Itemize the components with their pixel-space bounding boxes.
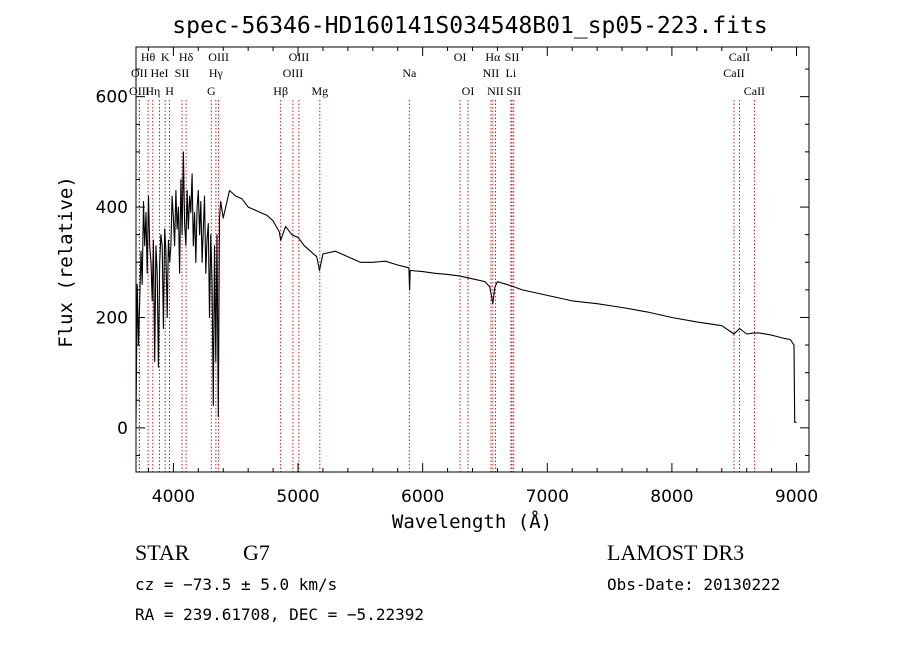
x-tick-label: 5000 <box>276 487 319 507</box>
y-axis-label: Flux (relative) <box>55 176 77 348</box>
spectrum-line <box>135 151 797 423</box>
marker-label-5: K <box>161 50 170 64</box>
marker-label-27: CaII <box>744 84 765 98</box>
marker-label-1: OII <box>131 66 148 80</box>
marker-label-4: HeI <box>151 66 169 80</box>
marker-label-25: CaII <box>729 50 750 64</box>
marker-label-19: Hα <box>485 50 501 64</box>
x-axis-label: Wavelength (Å) <box>392 510 552 533</box>
marker-label-20: NII <box>483 66 500 80</box>
y-tick-label: 400 <box>96 198 128 218</box>
x-tick-label: 8000 <box>650 487 693 507</box>
marker-label-9: OIII <box>208 50 229 64</box>
marker-label-16: Na <box>402 66 417 80</box>
object-subclass: G7 <box>243 540 270 565</box>
marker-label-3: Hη <box>145 84 160 98</box>
survey-name: LAMOST DR3 <box>607 540 744 565</box>
marker-label-8: Hδ <box>179 50 194 64</box>
y-tick-label: 600 <box>96 88 128 108</box>
marker-label-23: Li <box>506 66 517 80</box>
marker-label-21: NII <box>487 84 504 98</box>
redshift-text: cz = −73.5 ± 5.0 km/s <box>135 575 337 594</box>
object-class: STAR <box>135 540 190 565</box>
marker-label-12: Hβ <box>273 84 288 98</box>
chart-title: spec-56346-HD160141S034548B01_sp05-223.f… <box>172 13 767 39</box>
marker-label-0: Hθ <box>141 50 156 64</box>
coordinates: RA = 239.61708, DEC = −5.22392 <box>135 605 424 624</box>
marker-label-18: OI <box>462 84 475 98</box>
marker-label-6: H <box>165 84 174 98</box>
marker-label-2: OIII <box>129 84 150 98</box>
marker-label-17: OI <box>454 50 467 64</box>
obs-date: Obs-Date: 20130222 <box>607 575 780 594</box>
marker-label-24: SII <box>506 84 521 98</box>
x-axis: 4000 5000 6000 7000 8000 9000 <box>147 47 818 507</box>
marker-label-14: OIII <box>283 66 304 80</box>
marker-label-13: OIII <box>289 50 310 64</box>
x-tick-label: 7000 <box>526 487 569 507</box>
y-axis: 0 200 400 600 <box>96 68 809 456</box>
marker-label-11: G <box>207 84 216 98</box>
x-tick-label: 9000 <box>775 487 818 507</box>
marker-label-26: CaII <box>723 66 744 80</box>
y-tick-label: 0 <box>117 419 128 439</box>
x-tick-label: 6000 <box>401 487 444 507</box>
marker-label-7: SII <box>175 66 190 80</box>
plot-frame <box>135 46 810 473</box>
y-tick-label: 200 <box>96 308 128 328</box>
marker-label-15: Mg <box>311 84 328 98</box>
x-tick-label: 4000 <box>152 487 195 507</box>
spectrum-series <box>135 151 797 423</box>
marker-label-10: Hγ <box>209 66 224 80</box>
marker-label-22: SII <box>505 50 520 64</box>
